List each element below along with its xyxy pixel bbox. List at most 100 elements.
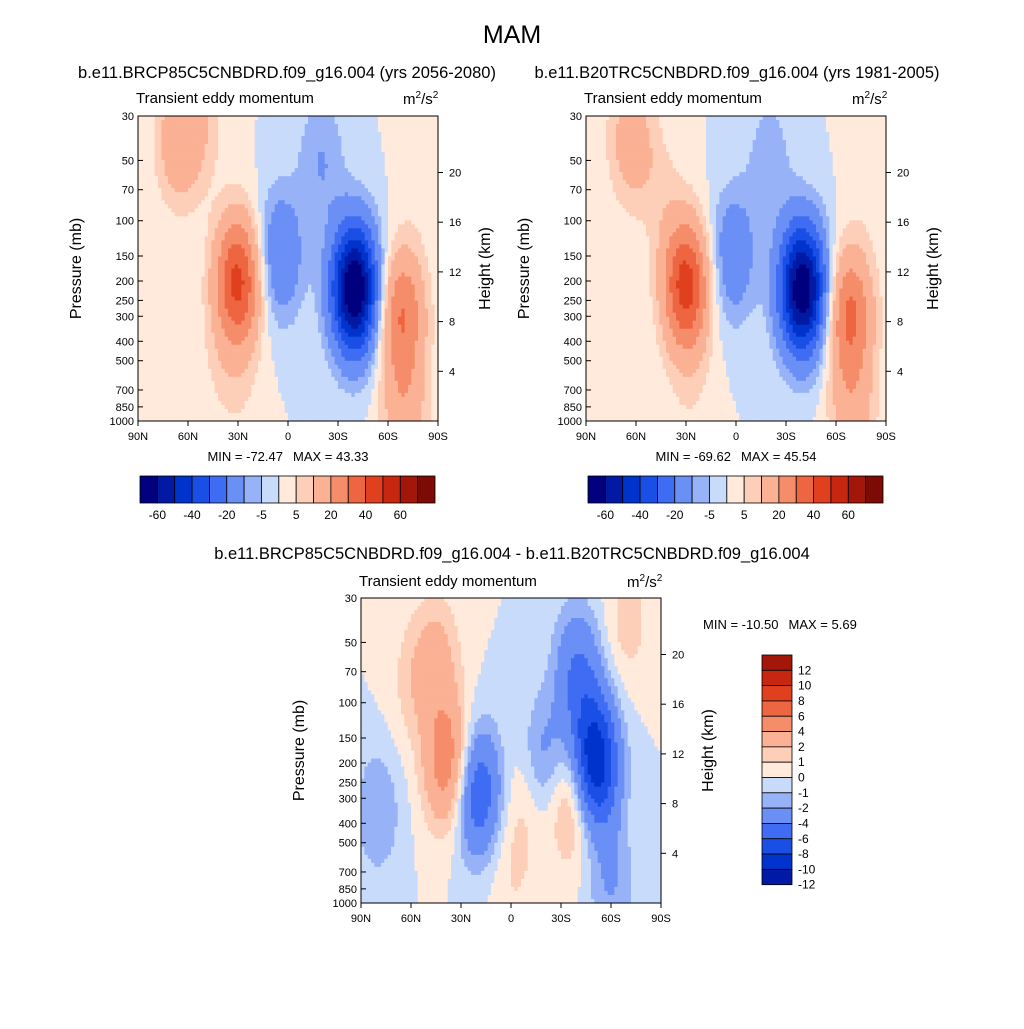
y-axis-label: Pressure (mb) xyxy=(291,700,308,801)
y-tick-label: 850 xyxy=(116,402,134,414)
x-tick-label: 0 xyxy=(285,431,291,443)
contour-fill xyxy=(586,116,887,422)
colorbar-box xyxy=(762,869,792,884)
y2-tick-label: 12 xyxy=(449,267,461,279)
colorbar-box xyxy=(366,476,383,503)
colorbar-box xyxy=(744,476,761,503)
colorbar-label: -5 xyxy=(704,508,715,522)
colorbar-box xyxy=(588,476,605,503)
colorbar-box xyxy=(244,476,261,503)
panel-title: b.e11.BRCP85C5CNBDRD.f09_g16.004 (yrs 20… xyxy=(78,64,496,82)
colorbar-box xyxy=(727,476,744,503)
colorbar-label: 0 xyxy=(798,771,805,785)
colorbar-label: -20 xyxy=(666,508,684,522)
panel-title: b.e11.B20TRC5CNBDRD.f09_g16.004 (yrs 198… xyxy=(534,64,939,82)
y-tick-label: 400 xyxy=(116,336,134,348)
y-axis-label: Pressure (mb) xyxy=(68,218,85,319)
contour-fill xyxy=(138,116,439,422)
colorbar-label: -6 xyxy=(798,832,809,846)
colorbar-box xyxy=(175,476,192,503)
x-tick-label: 30N xyxy=(676,431,696,443)
panel-20thc: b.e11.B20TRC5CNBDRD.f09_g16.004 (yrs 198… xyxy=(516,64,942,522)
min-label: MIN = -72.47 xyxy=(207,449,283,464)
colorbar-box xyxy=(814,476,831,503)
y-tick-label: 200 xyxy=(116,276,134,288)
x-tick-label: 60N xyxy=(401,913,421,925)
colorbar-label: -40 xyxy=(183,508,201,522)
y-tick-label: 700 xyxy=(564,385,582,397)
colorbar-box xyxy=(657,476,674,503)
colorbar-label: 2 xyxy=(798,740,805,754)
y2-tick-label: 8 xyxy=(449,317,455,329)
colorbar-label: 20 xyxy=(772,508,786,522)
y2-tick-label: 20 xyxy=(672,649,684,661)
colorbar-box xyxy=(762,778,792,793)
max-label: MAX = 5.69 xyxy=(789,617,857,632)
y2-tick-label: 12 xyxy=(672,749,684,761)
y-tick-label: 500 xyxy=(116,356,134,368)
colorbar-box xyxy=(762,854,792,869)
y-tick-label: 100 xyxy=(116,216,134,228)
colorbar-box xyxy=(348,476,365,503)
y-tick-label: 850 xyxy=(339,884,357,896)
colorbar-box xyxy=(762,716,792,731)
colorbar-box xyxy=(762,839,792,854)
contour-plot: 3050701001502002503004005007008501000481… xyxy=(516,111,942,443)
x-tick-label: 30N xyxy=(228,431,248,443)
colorbar-label: -12 xyxy=(798,878,816,892)
contour-plot: 3050701001502002503004005007008501000481… xyxy=(291,593,717,925)
units-label: m2/s2 xyxy=(403,90,439,108)
y-tick-label: 200 xyxy=(564,276,582,288)
y-tick-label: 250 xyxy=(339,777,357,789)
y2-tick-label: 4 xyxy=(672,848,678,860)
y2-tick-label: 4 xyxy=(897,366,903,378)
colorbar-label: -2 xyxy=(798,801,809,815)
panel-left-string: Transient eddy momentum xyxy=(584,90,762,107)
colorbar-box xyxy=(762,747,792,762)
colorbar-box xyxy=(762,670,792,685)
units-text: m2/s2 xyxy=(403,90,439,108)
x-tick-label: 90N xyxy=(128,431,148,443)
colorbar-box xyxy=(331,476,348,503)
y-tick-label: 300 xyxy=(339,793,357,805)
y-tick-label: 150 xyxy=(116,251,134,263)
y2-tick-label: 16 xyxy=(897,217,909,229)
y2-tick-label: 8 xyxy=(672,799,678,811)
x-tick-label: 30S xyxy=(776,431,796,443)
y-tick-label: 250 xyxy=(116,295,134,307)
colorbar-box xyxy=(692,476,709,503)
colorbar-box xyxy=(383,476,400,503)
y-tick-label: 50 xyxy=(122,155,134,167)
colorbar-label: 40 xyxy=(359,508,373,522)
colorbar-box xyxy=(762,823,792,838)
colorbar-box xyxy=(848,476,865,503)
y-tick-label: 400 xyxy=(339,818,357,830)
colorbar-box xyxy=(796,476,813,503)
colorbar-box xyxy=(762,762,792,777)
units-text: m2/s2 xyxy=(852,90,888,108)
colorbar-box xyxy=(762,701,792,716)
colorbar-label: -60 xyxy=(149,508,167,522)
y-tick-label: 150 xyxy=(339,733,357,745)
y-axis-label: Pressure (mb) xyxy=(516,218,533,319)
contour-fill xyxy=(361,598,662,904)
y2-axis-label: Height (km) xyxy=(925,227,942,310)
y-tick-label: 300 xyxy=(564,311,582,323)
x-tick-label: 60S xyxy=(826,431,846,443)
contour-plot: 3050701001502002503004005007008501000481… xyxy=(68,111,494,443)
x-tick-label: 60N xyxy=(178,431,198,443)
y-tick-label: 70 xyxy=(345,667,357,679)
colorbar-label: 60 xyxy=(842,508,856,522)
colorbar-box xyxy=(400,476,417,503)
x-tick-label: 0 xyxy=(508,913,514,925)
y2-axis-label: Height (km) xyxy=(700,709,717,792)
colorbar-box xyxy=(261,476,278,503)
min-label: MIN = -69.62 xyxy=(655,449,731,464)
colorbar-label: 8 xyxy=(798,694,805,708)
x-tick-label: 60S xyxy=(378,431,398,443)
